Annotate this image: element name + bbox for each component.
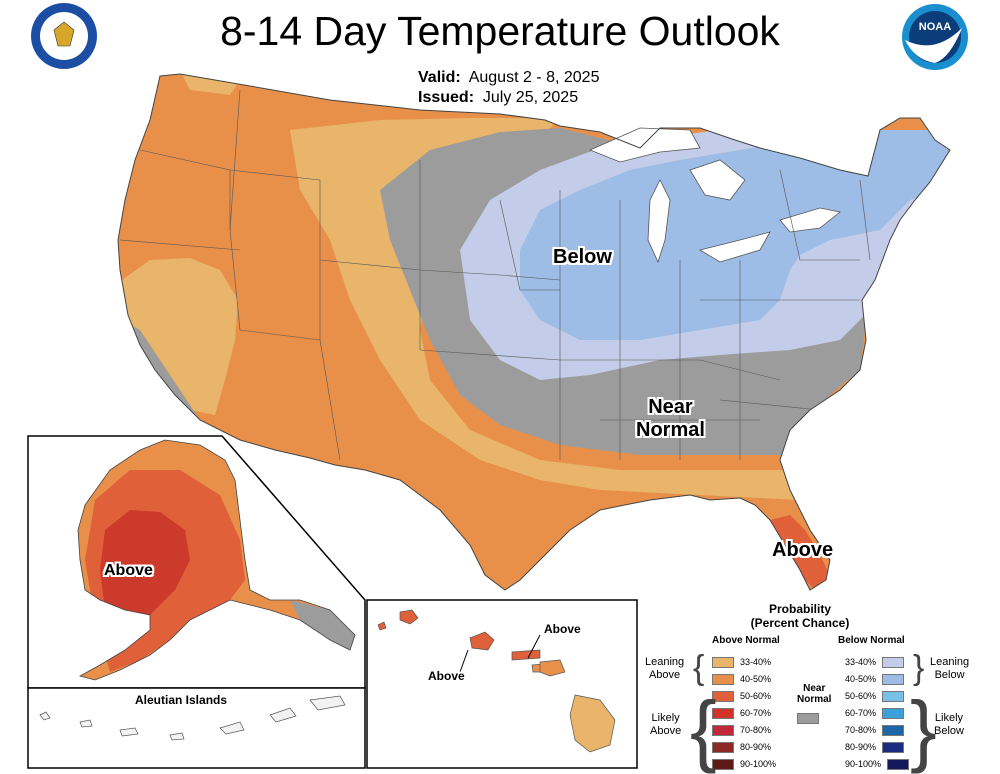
legend-row: 70-80%: [845, 724, 905, 736]
legend-swatch: [712, 724, 734, 736]
legend-swatch: [882, 707, 905, 719]
legend-above-head: Above Normal: [712, 635, 780, 646]
commerce-seal-icon: [31, 3, 97, 69]
legend-near-line2: Normal: [797, 694, 832, 705]
legend-swatch: [712, 673, 734, 685]
legend-title: Probability (Percent Chance): [700, 602, 900, 630]
near-line2: Normal: [636, 419, 705, 441]
legend-swatch: [882, 690, 905, 702]
legend-row: 40-50%: [712, 673, 771, 685]
legend-swatch-label: 80-90%: [740, 742, 772, 752]
leaning-above-line2: Above: [648, 669, 681, 681]
legend-below-head: Below Normal: [838, 635, 905, 646]
legend-swatch-label: 50-60%: [740, 691, 772, 701]
legend-likely-below: Likely Below: [934, 712, 964, 738]
legend-swatch-label: 40-50%: [740, 674, 772, 684]
legend-near-line1: Near: [803, 683, 826, 694]
legend-swatch-label: 90-100%: [845, 759, 882, 769]
legend-swatch: [887, 758, 910, 770]
brace-likely-above: {: [690, 685, 717, 774]
page-title: 8-14 Day Temperature Outlook: [220, 8, 780, 54]
legend-swatch: [882, 741, 905, 753]
legend-swatch: [712, 758, 734, 770]
aleutian-islands-label: Aleutian Islands: [135, 693, 228, 707]
state-lines: [119, 89, 871, 461]
legend-near-head: Near Normal: [797, 683, 831, 705]
brace-leaning-below: }: [913, 649, 925, 687]
legend-swatch: [882, 656, 905, 668]
legend-swatch: [712, 741, 734, 753]
valid-value: August 2 - 8, 2025: [468, 69, 600, 86]
legend-leaning-below: Leaning Below: [930, 656, 969, 682]
legend-title-line2: (Percent Chance): [750, 616, 850, 630]
legend-swatch-label: 60-70%: [845, 708, 877, 718]
date-block: Valid: August 2 - 8, 2025 Issued: July 2…: [418, 68, 599, 108]
legend-row: 40-50%: [845, 673, 905, 685]
region-label-near-normal: Near Normal: [636, 396, 705, 442]
legend-title-line1: Probability: [768, 602, 831, 616]
legend-swatch-label: 90-100%: [740, 759, 777, 769]
near-line1: Near: [648, 396, 693, 418]
hawaii-inset: [366, 599, 638, 769]
legend-swatch-label: 80-90%: [845, 742, 877, 752]
legend-swatch-label: 33-40%: [740, 657, 772, 667]
legend-swatch-label: 70-80%: [845, 725, 877, 735]
legend-row: 80-90%: [845, 741, 905, 753]
legend-leaning-above: Leaning Above: [645, 656, 684, 682]
leaning-above-line1: Leaning: [645, 656, 685, 668]
likely-below-line1: Likely: [934, 712, 964, 724]
legend-swatch: [712, 707, 734, 719]
legend-row: 60-70%: [845, 707, 905, 719]
legend-swatch: [882, 724, 905, 736]
legend-row: 50-60%: [845, 690, 905, 702]
legend-row: 33-40%: [712, 656, 771, 668]
legend-likely-above: Likely Above: [650, 712, 681, 738]
conus-outline: [117, 73, 951, 591]
legend-swatch: [712, 656, 734, 668]
aleutian-inset: [27, 687, 366, 769]
legend-swatch: [882, 673, 905, 685]
legend-row: 60-70%: [712, 707, 771, 719]
legend-row: 80-90%: [712, 741, 771, 753]
legend-swatch: [712, 690, 734, 702]
issued-value: July 25, 2025: [482, 89, 579, 106]
legend-swatch-label: 60-70%: [740, 708, 772, 718]
legend-row: 50-60%: [712, 690, 771, 702]
region-label-above-alaska: Above: [104, 562, 153, 579]
great-lakes: [588, 127, 841, 264]
legend-swatch-label: 70-80%: [740, 725, 772, 735]
region-label-above-hawaii-west: Above: [428, 669, 465, 683]
legend-swatch-label: 50-60%: [845, 691, 877, 701]
legend-swatch-label: 40-50%: [845, 674, 877, 684]
likely-above-line1: Likely: [651, 712, 680, 724]
legend-row: 33-40%: [845, 656, 905, 668]
likely-below-line2: Below: [934, 725, 964, 737]
leaning-below-line1: Leaning: [930, 656, 970, 668]
legend-row: 90-100%: [845, 758, 910, 770]
legend-swatch-label: 33-40%: [845, 657, 877, 667]
brace-leaning-above: {: [693, 649, 705, 687]
leaning-below-line2: Below: [934, 669, 965, 681]
region-label-above-hawaii-east: Above: [544, 622, 581, 636]
alaska-inset: [27, 435, 366, 689]
svg-text:NOAA: NOAA: [919, 21, 951, 33]
region-label-below: Below: [553, 246, 612, 268]
legend-row: 90-100%: [712, 758, 776, 770]
noaa-logo-icon: NOAA: [902, 4, 968, 70]
legend-near-swatch: [797, 713, 819, 724]
legend-row: 70-80%: [712, 724, 771, 736]
valid-label: Valid:: [418, 69, 461, 86]
issued-label: Issued:: [418, 89, 475, 106]
brace-likely-below: }: [910, 685, 937, 774]
likely-above-line2: Above: [650, 725, 682, 737]
region-label-above-florida: Above: [772, 539, 834, 561]
